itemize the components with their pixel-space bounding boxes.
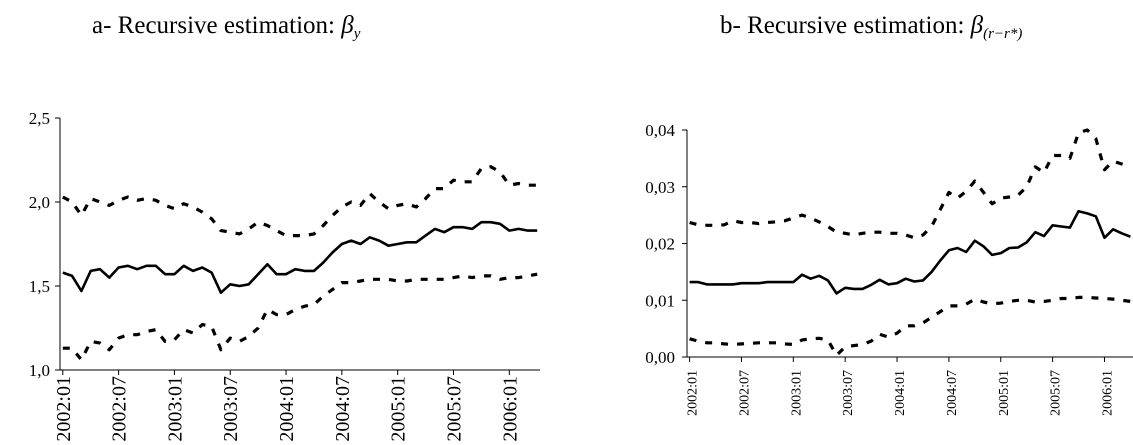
chart-a-x-tick-label: 2005:07 (443, 376, 465, 442)
chart-b-x-tick-label: 2003:01 (789, 370, 804, 416)
chart-a-x-tick-label: 2005:01 (388, 376, 410, 442)
chart-a-x-tick-label: 2003:01 (164, 376, 186, 442)
chart-b-series-estimate (689, 209, 1131, 295)
chart-a-x-tick-label: 2006:01 (499, 376, 521, 442)
chart-b-title-subscript: (r−r*) (983, 26, 1023, 42)
chart-b-x-tick-label: 2005:07 (1049, 370, 1064, 416)
chart-b-x-tick-label: 2004:07 (945, 370, 960, 416)
chart-b-x-tick-label: 2005:01 (997, 370, 1012, 416)
chart-b-y-tick-label: 0,01 (645, 291, 675, 310)
chart-b-x-tick-label: 2006:01 (1100, 370, 1115, 416)
chart-a-title-subscript: y (353, 26, 361, 42)
chart-b-title: b- Recursive estimation: β(r−r*) (720, 12, 1022, 43)
chart-a-title-symbol: β (341, 12, 354, 39)
chart-b-title-text: b- Recursive estimation: (720, 12, 965, 39)
chart-b-x-tick-label: 2003:07 (841, 370, 856, 416)
chart-b-y-tick-label: 0,00 (645, 348, 675, 367)
chart-b-x-tick-label: 2004:01 (893, 370, 908, 416)
chart-a-y-tick-label: 1,0 (29, 361, 50, 380)
chart-b-series-upper-band (689, 128, 1131, 240)
chart-a-x-tick-label: 2004:07 (332, 376, 354, 442)
chart-a-y-tick-label: 2,0 (29, 193, 50, 212)
chart-a-series-lower-band (62, 272, 538, 362)
chart-b-title-symbol: β (970, 12, 984, 39)
chart-a-x-tick-label: 2002:07 (109, 376, 131, 442)
chart-a-x-tick-label: 2002:01 (53, 376, 75, 442)
chart-a-title-text: a- Recursive estimation: (92, 12, 335, 39)
chart-b-x-tick-label: 2002:01 (686, 370, 701, 416)
chart-a-title: a- Recursive estimation: βy (92, 12, 360, 43)
chart-b-y-tick-label: 0,02 (645, 235, 675, 254)
chart-b-x-tick-label: 2002:07 (737, 370, 752, 416)
chart-a-y-tick-label: 2,5 (29, 109, 50, 128)
chart-a-series-upper-band (62, 165, 538, 238)
chart-a-x-tick-label: 2003:07 (220, 376, 242, 442)
chart-a-series-estimate (62, 220, 538, 295)
chart-a-y-tick-label: 1,5 (29, 277, 50, 296)
chart-b-y-tick-label: 0,03 (645, 178, 675, 197)
chart-a-x-tick-label: 2004:01 (276, 376, 298, 442)
chart-b-y-tick-label: 0,04 (645, 121, 675, 140)
chart-b: 0,00 0,01 0,02 0,03 0,04 2002:01 2002:07 2003:0… (645, 121, 1133, 416)
chart-b-series-lower-band (689, 295, 1131, 357)
chart-a: 1,0 1,5 2,0 2,5 2002:01 2002:07 2003:01 2003:07… (29, 109, 540, 442)
